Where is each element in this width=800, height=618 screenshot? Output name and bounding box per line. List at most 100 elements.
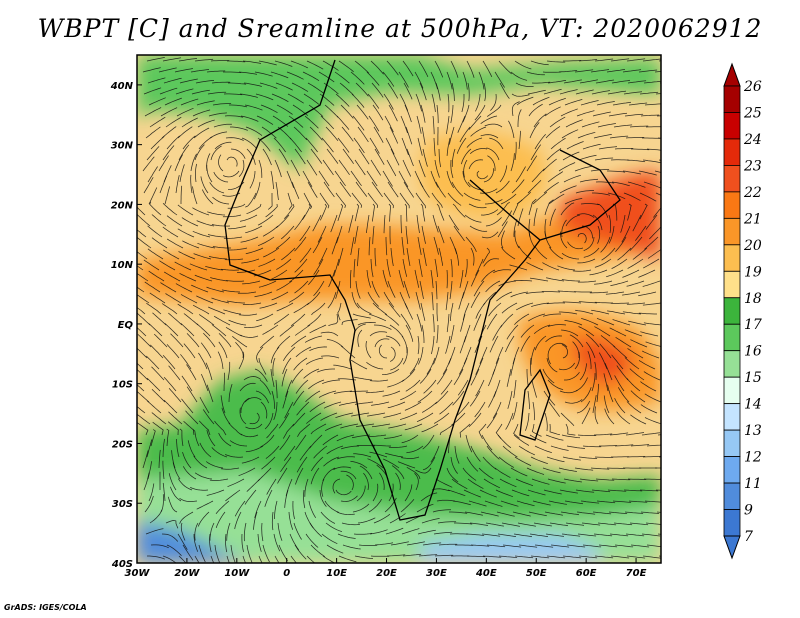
colorbar-bottom-arrow	[723, 535, 741, 560]
streamline	[238, 467, 256, 477]
streamline	[609, 533, 629, 537]
streamline	[563, 60, 582, 62]
streamline	[190, 487, 209, 491]
streamline	[330, 214, 338, 233]
streamline	[223, 309, 242, 315]
streamline	[620, 214, 626, 233]
streamline	[262, 148, 272, 166]
streamline	[512, 199, 523, 216]
streamline	[473, 280, 485, 297]
streamline	[558, 70, 578, 73]
streamline	[240, 433, 259, 438]
streamline	[470, 291, 481, 308]
streamline	[137, 327, 147, 337]
streamline	[282, 346, 296, 361]
streamline	[561, 434, 581, 439]
streamline	[142, 156, 155, 172]
streamline	[280, 456, 292, 473]
streamline	[262, 544, 270, 563]
streamline	[520, 335, 531, 352]
streamline	[277, 522, 283, 541]
streamline	[214, 420, 227, 436]
streamline	[485, 217, 502, 227]
streamline	[398, 269, 405, 288]
colorbar-label: 15	[744, 370, 762, 386]
streamline	[578, 301, 598, 304]
streamline	[241, 258, 260, 264]
streamline	[149, 201, 162, 216]
streamline	[254, 368, 268, 382]
streamline	[579, 478, 599, 482]
streamline	[446, 170, 455, 189]
streamline	[543, 88, 562, 95]
streamline	[317, 368, 335, 373]
streamline	[137, 307, 146, 315]
streamline	[594, 301, 613, 304]
streamline	[367, 291, 379, 307]
streamline	[341, 319, 358, 326]
streamline	[431, 192, 443, 208]
streamline	[625, 432, 645, 436]
streamline	[198, 544, 206, 563]
streamline	[291, 368, 304, 384]
streamline	[260, 401, 268, 419]
streamline	[500, 313, 514, 328]
streamline	[640, 511, 660, 514]
streamline	[177, 478, 193, 491]
streamline	[144, 281, 161, 293]
streamline	[191, 89, 210, 95]
streamline	[388, 423, 407, 429]
streamline	[627, 203, 632, 221]
streamline	[370, 159, 382, 176]
streamline	[518, 130, 521, 150]
streamline	[592, 511, 612, 515]
streamline	[164, 186, 171, 205]
streamline	[495, 489, 514, 498]
streamline	[418, 60, 429, 78]
streamline	[206, 429, 216, 447]
streamline	[312, 236, 323, 254]
streamline	[163, 376, 177, 392]
streamline	[484, 500, 503, 507]
streamline	[168, 387, 182, 403]
streamline	[518, 544, 538, 548]
streamline	[432, 509, 451, 513]
streamline	[565, 119, 583, 128]
streamline	[624, 329, 643, 337]
streamline	[546, 357, 558, 373]
blue-zone-southwest	[137, 520, 250, 563]
streamline	[178, 144, 190, 161]
streamline	[599, 445, 618, 447]
streamline	[419, 181, 430, 198]
streamline	[421, 423, 439, 433]
streamline	[334, 170, 346, 187]
streamline	[274, 500, 278, 519]
streamline	[589, 291, 609, 294]
streamline	[467, 478, 484, 489]
streamline	[594, 58, 614, 62]
streamline	[626, 58, 646, 62]
streamline	[290, 313, 306, 327]
streamline	[209, 182, 225, 194]
streamline	[531, 168, 545, 183]
streamline	[646, 444, 661, 447]
streamline	[294, 214, 306, 231]
streamline	[137, 347, 148, 359]
streamline	[265, 203, 278, 218]
streamline	[475, 379, 485, 397]
streamline	[596, 203, 609, 218]
colorbar-segment	[723, 482, 741, 510]
streamline	[225, 489, 241, 502]
streamline	[137, 265, 144, 271]
streamline	[433, 236, 439, 255]
streamline	[612, 101, 632, 106]
streamline	[561, 533, 581, 537]
streamline	[270, 170, 274, 190]
streamline	[630, 544, 650, 548]
streamline	[296, 456, 308, 473]
streamline	[220, 467, 240, 470]
streamline	[274, 159, 282, 178]
streamline	[372, 225, 375, 245]
streamline	[544, 511, 563, 516]
